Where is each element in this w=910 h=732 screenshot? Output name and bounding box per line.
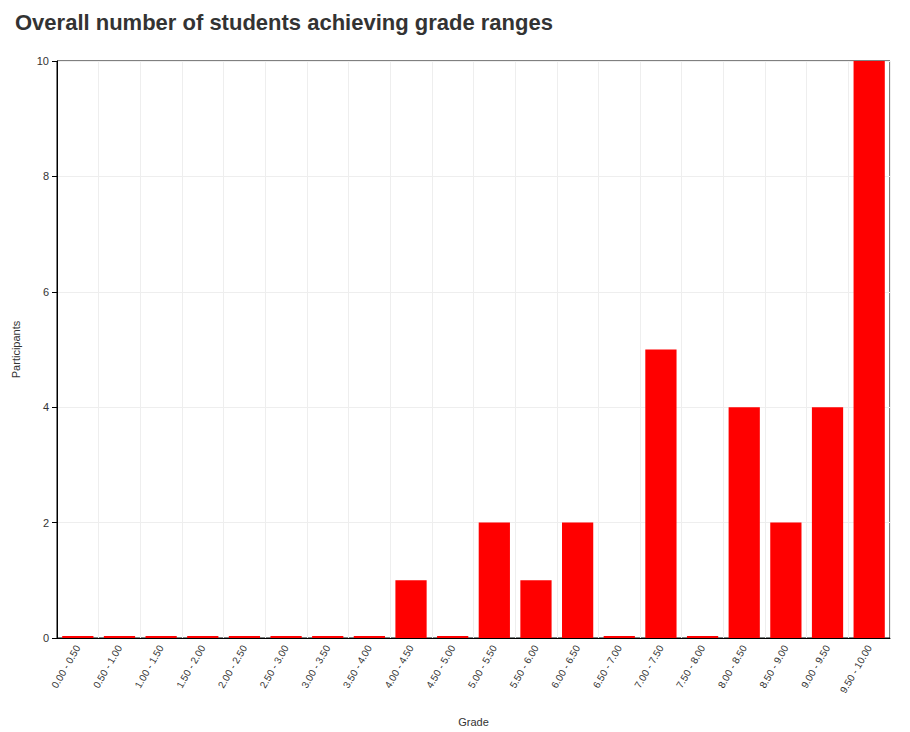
svg-text:8: 8 [43, 170, 49, 182]
svg-text:8.00 - 8.50: 8.00 - 8.50 [716, 643, 750, 690]
svg-text:Overall number of students ach: Overall number of students achieving gra… [15, 10, 553, 35]
svg-text:3.50 - 4.00: 3.50 - 4.00 [341, 643, 375, 690]
svg-text:0.50 - 1.00: 0.50 - 1.00 [91, 643, 125, 690]
svg-text:7.00 - 7.50: 7.00 - 7.50 [632, 643, 666, 690]
svg-text:0: 0 [43, 632, 49, 644]
svg-text:7.50 - 8.00: 7.50 - 8.00 [674, 643, 708, 690]
svg-text:6.00 - 6.50: 6.00 - 6.50 [549, 643, 583, 690]
svg-text:Grade: Grade [458, 716, 489, 728]
svg-text:9.00 - 9.50: 9.00 - 9.50 [799, 643, 833, 690]
svg-text:4.00 - 4.50: 4.00 - 4.50 [382, 643, 416, 690]
svg-text:10: 10 [37, 55, 49, 67]
svg-text:4: 4 [43, 401, 49, 413]
svg-text:6: 6 [43, 286, 49, 298]
svg-text:8.50 - 9.00: 8.50 - 9.00 [757, 643, 791, 690]
svg-text:2.50 - 3.00: 2.50 - 3.00 [257, 643, 291, 690]
svg-text:1.50 - 2.00: 1.50 - 2.00 [174, 643, 208, 690]
svg-text:9.50 - 10.00: 9.50 - 10.00 [838, 643, 874, 695]
svg-text:6.50 - 7.00: 6.50 - 7.00 [591, 643, 625, 690]
svg-text:5.50 - 6.00: 5.50 - 6.00 [507, 643, 541, 690]
svg-text:3.00 - 3.50: 3.00 - 3.50 [299, 643, 333, 690]
svg-text:2.00 - 2.50: 2.00 - 2.50 [216, 643, 250, 690]
svg-text:Participants: Participants [10, 320, 22, 378]
svg-text:4.50 - 5.00: 4.50 - 5.00 [424, 643, 458, 690]
svg-text:0.00 - 0.50: 0.00 - 0.50 [49, 643, 83, 690]
svg-text:5.00 - 5.50: 5.00 - 5.50 [466, 643, 500, 690]
svg-text:1.00 - 1.50: 1.00 - 1.50 [132, 643, 166, 690]
svg-text:2: 2 [43, 517, 49, 529]
